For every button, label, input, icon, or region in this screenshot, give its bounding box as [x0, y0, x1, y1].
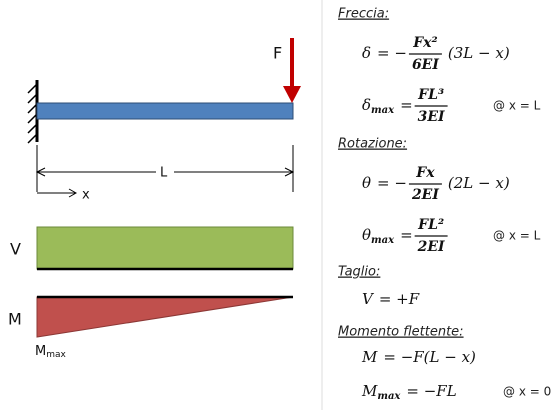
- formula-rhs: (2L − x): [448, 174, 510, 192]
- section-heading: Freccia:: [338, 7, 389, 22]
- formula: θmax =: [362, 226, 413, 246]
- shear-diagram: [36, 226, 294, 270]
- formula-equals: = −: [377, 44, 407, 62]
- shear-label: V: [10, 240, 21, 259]
- fraction-denominator: 2EI: [411, 187, 439, 203]
- fraction-numerator: FL²: [417, 217, 444, 233]
- force-label: F: [273, 44, 282, 63]
- formula-symbol: V: [362, 290, 375, 308]
- section-heading: Rotazione:: [338, 137, 407, 152]
- formula-subscript: max: [377, 391, 401, 402]
- formula: Mmax = −FL: [361, 382, 457, 402]
- fraction-denominator: 6EI: [412, 57, 439, 73]
- formula-note: @ x = L: [493, 229, 541, 243]
- formula-equals: = −FL: [406, 382, 456, 400]
- mmax-symbol: M: [35, 344, 46, 359]
- formula-symbol: M: [361, 348, 378, 366]
- fraction-numerator: Fx²: [412, 35, 437, 51]
- formula-equals: = +F: [379, 290, 420, 308]
- formula: V = +F: [362, 290, 420, 308]
- formula-note: @ x = 0: [503, 385, 551, 399]
- formula-symbol: δ: [362, 96, 371, 114]
- label-bg: [156, 163, 174, 181]
- formula-equals: = −: [377, 174, 407, 192]
- section-heading: Momento flettente:: [338, 325, 464, 340]
- formula: δ = −: [362, 44, 407, 62]
- formula-rhs: (3L − x): [448, 44, 510, 62]
- formula-subscript: max: [371, 235, 395, 246]
- moment-diagram: [36, 296, 294, 338]
- fraction-denominator: 3EI: [418, 109, 445, 125]
- force-arrow-head: [283, 86, 301, 103]
- formula: θ = −: [362, 174, 407, 192]
- formula-symbol: θ: [362, 226, 371, 244]
- fraction-denominator: 2EI: [417, 239, 445, 255]
- formula-equals: =: [400, 96, 413, 114]
- mmax-label: Mmax: [35, 344, 67, 360]
- mmax-sub: max: [46, 350, 66, 360]
- formula-symbol: δ: [362, 44, 371, 62]
- formula: M = −F(L − x): [361, 348, 476, 366]
- formula-symbol: M: [361, 382, 378, 400]
- beam: [36, 102, 294, 120]
- formula: δmax =: [362, 96, 413, 116]
- section-heading: Taglio:: [338, 265, 380, 280]
- formula-note: @ x = L: [493, 99, 541, 113]
- fraction-numerator: FL³: [417, 87, 444, 103]
- formula-equals: =: [400, 226, 413, 244]
- diagram: F L x V M Mmax: [8, 38, 301, 360]
- formula-equals: = −F(L − x): [383, 348, 476, 366]
- length-label: L: [160, 166, 168, 181]
- formula-symbol: θ: [362, 174, 371, 192]
- wall-hatch: [27, 83, 38, 144]
- x-label: x: [82, 188, 90, 203]
- fraction-numerator: Fx: [415, 165, 435, 181]
- formula-subscript: max: [371, 105, 395, 116]
- moment-label: M: [8, 310, 22, 329]
